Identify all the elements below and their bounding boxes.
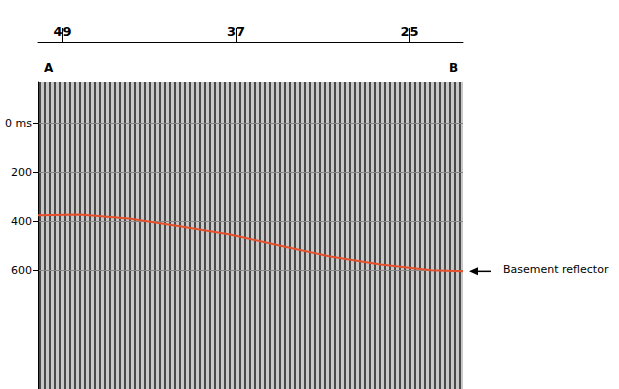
svg-text:0 ms: 0 ms xyxy=(5,117,32,130)
svg-text:B: B xyxy=(449,61,458,75)
svg-text:200: 200 xyxy=(11,166,32,179)
svg-text:A: A xyxy=(44,61,54,75)
svg-text:25: 25 xyxy=(400,24,418,39)
svg-text:Basement reflector: Basement reflector xyxy=(503,263,609,276)
svg-text:600: 600 xyxy=(11,264,32,277)
svg-text:37: 37 xyxy=(227,24,245,39)
svg-text:49: 49 xyxy=(54,24,72,39)
svg-text:400: 400 xyxy=(11,215,32,228)
